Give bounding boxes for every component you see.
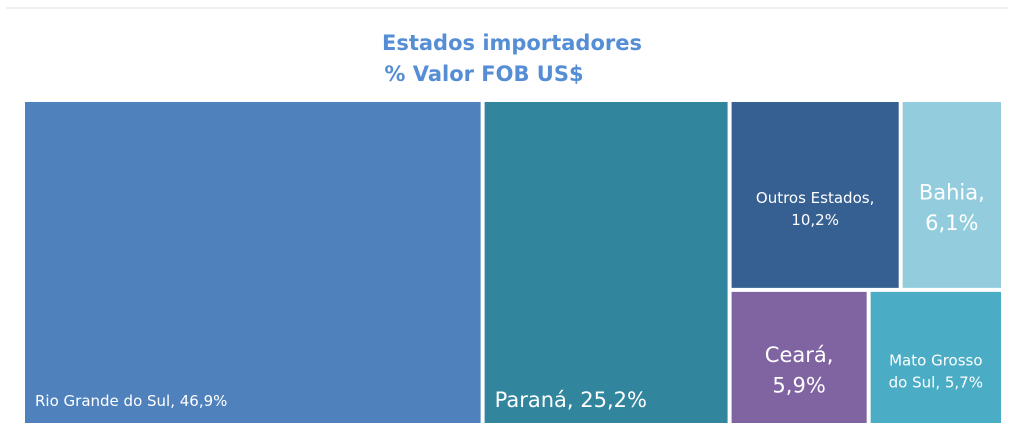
- treemap-cell: [25, 102, 481, 423]
- data-label: Rio Grande do Sul, 46,9%: [35, 392, 227, 410]
- data-label: Paraná, 25,2%: [495, 388, 647, 412]
- treemap-cell: [902, 102, 1001, 288]
- data-label: Ceará, 5,9%: [765, 343, 834, 397]
- data-label: Mato Grosso do Sul, 5,7%: [889, 351, 983, 391]
- treemap-cell: [484, 102, 728, 423]
- treemap-cell: [731, 291, 867, 423]
- treemap-cell: [731, 102, 899, 288]
- chart-subtitle: % Valor FOB US$: [384, 62, 583, 86]
- data-label: Bahia, 6,1%: [919, 181, 985, 235]
- data-label: Outros Estados, 10,2%: [756, 189, 874, 229]
- chart-title: Estados importadores: [382, 31, 642, 55]
- treemap-cell: [870, 291, 1001, 423]
